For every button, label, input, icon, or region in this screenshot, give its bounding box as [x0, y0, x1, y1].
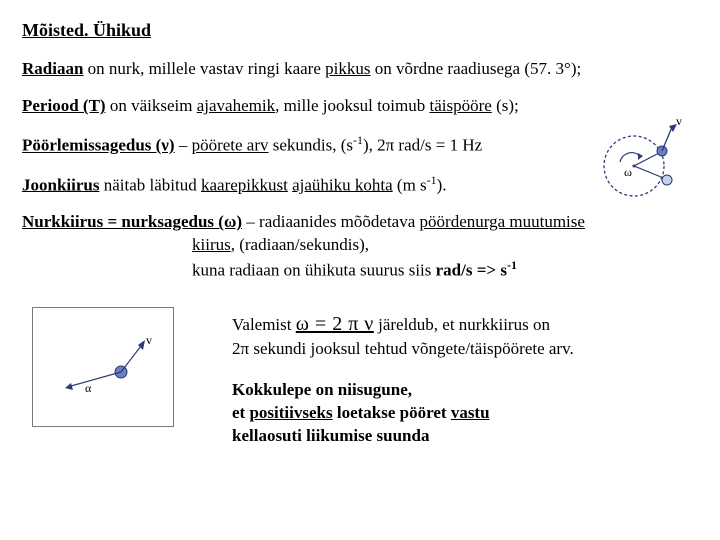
text: on võrdne raadiusega (57. 3°); — [370, 59, 581, 78]
text: et — [232, 403, 249, 422]
formula-block: Valemist ω = 2 π ν järeldub, et nurkkiir… — [232, 297, 698, 361]
term-periood: Periood (T) — [22, 96, 106, 115]
exponent: -1 — [353, 133, 363, 147]
alpha-label: α — [85, 381, 92, 395]
term-nurkkiirus: Nurkkiirus = nurksagedus (ω) — [22, 212, 242, 231]
text: loetakse pööret — [333, 403, 451, 422]
text: sekundis, (s — [269, 136, 354, 155]
text: kellaosuti liikumise suunda — [232, 426, 429, 445]
term-poorlemissagedus: Pöörlemissagedus (ν) — [22, 136, 175, 155]
text: (s); — [492, 96, 519, 115]
text: Kokkulepe on niisugune, — [232, 380, 412, 399]
alpha-diagram-icon: v α — [33, 308, 173, 426]
exponent: -1 — [427, 173, 437, 187]
underline-kaarepikkust: kaarepikkust — [201, 175, 288, 194]
underline-kiirus: kiirus — [192, 235, 231, 254]
text: , mille jooksul toimub — [275, 96, 429, 115]
text: on väikseim — [106, 96, 197, 115]
term-radiaan: Radiaan — [22, 59, 83, 78]
text: , (radiaan/sekundis), — [231, 235, 369, 254]
definition-poorlemissagedus: Pöörlemissagedus (ν) – pöörete arv sekun… — [22, 132, 698, 158]
underline-poordenurga: pöördenurga muutumise — [420, 212, 585, 231]
text: näitab läbitud — [104, 175, 201, 194]
exponent: -1 — [507, 258, 517, 272]
bottom-section: v α Valemist ω = 2 π ν järeldub, et nurk… — [22, 297, 698, 448]
omega-label: ω — [624, 165, 632, 179]
underline-ajauhiku: ajaühiku kohta — [292, 175, 393, 194]
underline-poorete-arv: pöörete arv — [192, 136, 269, 155]
formula-omega: ω = 2 π ν — [296, 313, 374, 335]
text: ), 2π rad/s = 1 Hz — [363, 136, 482, 155]
rotation-diagram-icon: v ω — [584, 114, 692, 209]
underline-vastu: vastu — [451, 403, 490, 422]
v-label: v — [676, 114, 682, 128]
text: (m s — [393, 175, 427, 194]
v-label: v — [146, 333, 152, 347]
underline-pikkus: pikkus — [325, 59, 370, 78]
underline-positiivseks: positiivseks — [249, 403, 332, 422]
definition-nurkkiirus: Nurkkiirus = nurksagedus (ω) – radiaanid… — [22, 211, 698, 282]
text: Valemist — [232, 315, 296, 334]
term-joonkiirus: Joonkiirus — [22, 175, 99, 194]
text: kuna radiaan on ühikuta suurus siis — [192, 261, 436, 280]
page-title: Mõisted. Ühikud — [22, 18, 698, 42]
underline-taispoore: täispööre — [430, 96, 492, 115]
convention-block: Kokkulepe on niisugune, et positiivseks … — [232, 361, 698, 448]
bold-rads: rad/s => s — [436, 261, 507, 280]
text: on nurk, millele vastav ringi kaare — [83, 59, 325, 78]
text: ). — [437, 175, 447, 194]
underline-ajavahemik: ajavahemik — [197, 96, 275, 115]
alpha-diagram-box: v α — [32, 307, 174, 427]
text: 2π sekundi jooksul tehtud võngete/täispö… — [232, 339, 574, 358]
text: – — [175, 136, 192, 155]
text: järeldub, et nurkkiirus on — [374, 315, 550, 334]
text: – radiaanides mõõdetava — [242, 212, 420, 231]
title-text: Mõisted. Ühikud — [22, 20, 151, 40]
definition-radiaan: Radiaan on nurk, millele vastav ringi ka… — [22, 58, 698, 81]
